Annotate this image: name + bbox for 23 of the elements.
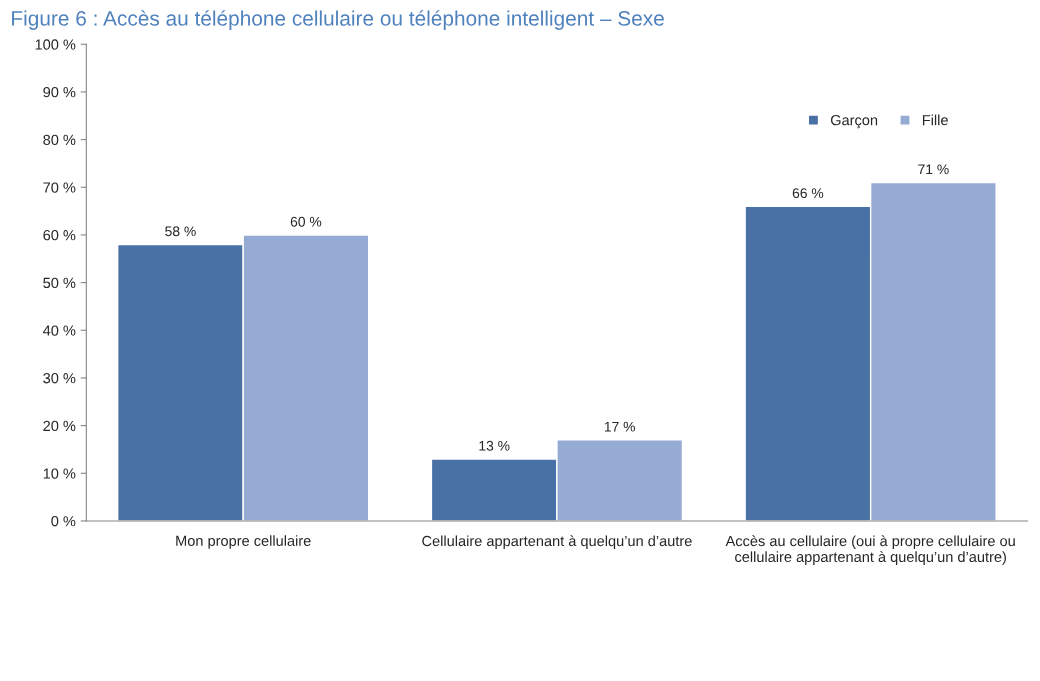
data-label: 71 %: [918, 164, 949, 175]
x-tick-label: Accès au cellulaire (oui à propre cellulaire ou cellulaire appartenant à quelqu’un d’autre): [725, 535, 1015, 565]
chart-title: Figure 6 : Accès au téléphone cellulaire ou téléphone intelligent – Sexe: [12, 10, 664, 30]
y-tick-label: 50 %: [43, 277, 76, 289]
data-label: 17 %: [604, 421, 635, 432]
y-tick-label: 0 %: [51, 516, 76, 527]
y-tick-label: 80 %: [43, 134, 76, 146]
y-tick-label: 100 %: [35, 39, 76, 50]
legend-label: Fille: [922, 114, 948, 126]
data-label: 58 %: [165, 226, 196, 237]
y-tick-label: 30 %: [43, 373, 76, 384]
y-tick-label: 20 %: [43, 420, 76, 432]
x-tick-label: Cellulaire appartenant à quelqu’un d’autre: [422, 535, 692, 550]
y-tick-label: 40 %: [43, 325, 76, 336]
x-tick-label: Mon propre cellulaire: [176, 535, 311, 549]
data-label: 13 %: [479, 440, 510, 451]
legend-label: Garçon: [830, 114, 878, 129]
y-tick-label: 10 %: [43, 468, 76, 479]
data-label: 60 %: [290, 216, 322, 227]
y-tick-label: 70 %: [43, 182, 76, 193]
y-tick-label: 60 %: [43, 230, 76, 241]
data-label: 66 %: [792, 188, 824, 199]
y-tick-label: 90 %: [43, 87, 76, 98]
